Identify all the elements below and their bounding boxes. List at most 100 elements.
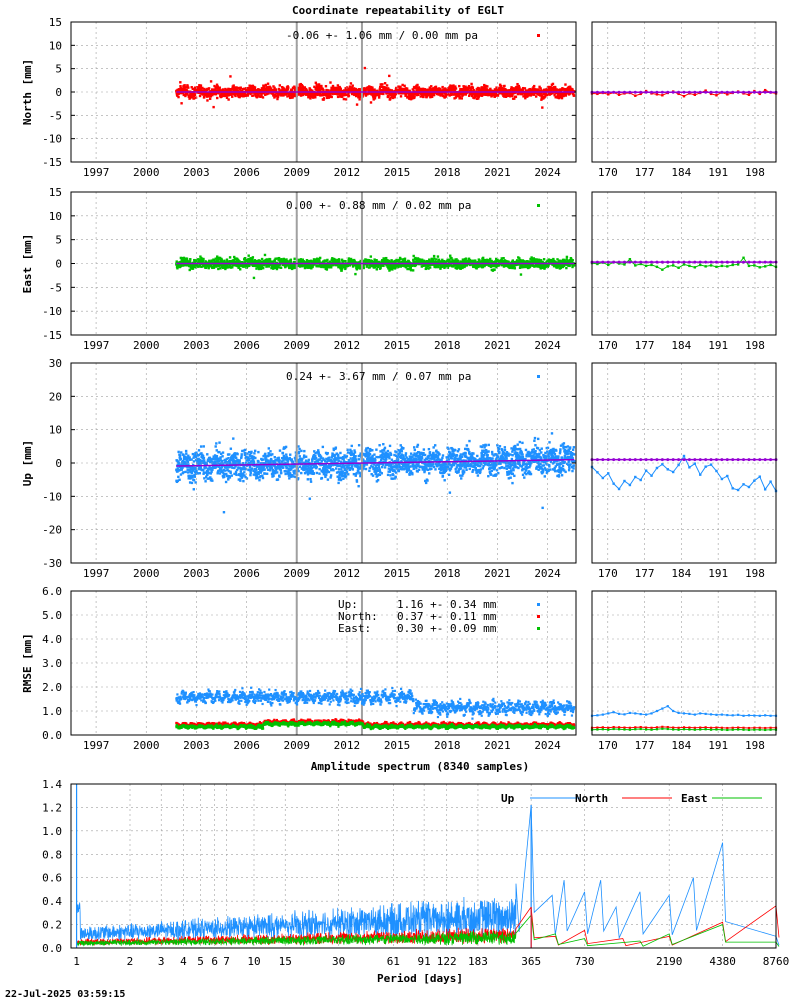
east-point xyxy=(449,264,452,267)
east-recent-fit-marker xyxy=(687,260,691,264)
east-point xyxy=(256,266,260,269)
east-point xyxy=(362,264,365,268)
north-point xyxy=(555,88,558,91)
north-point xyxy=(218,89,222,92)
east-point xyxy=(292,265,295,268)
east-point xyxy=(259,259,262,263)
north-point xyxy=(311,89,314,92)
north-recent-fit-marker xyxy=(709,90,713,94)
north-point xyxy=(413,95,416,98)
up-point xyxy=(191,474,194,478)
east-point xyxy=(528,265,532,268)
east-point xyxy=(530,256,533,259)
east-point xyxy=(281,263,285,267)
north-point xyxy=(476,86,480,90)
north-point xyxy=(367,87,371,90)
north-point xyxy=(213,84,216,88)
north-point xyxy=(184,86,187,89)
north-recent-fit-marker xyxy=(769,90,773,94)
east-point xyxy=(427,267,430,270)
up-point xyxy=(187,474,190,477)
east-point xyxy=(179,256,183,260)
east-point xyxy=(339,267,342,270)
north-point xyxy=(185,93,189,96)
east-point xyxy=(369,255,373,258)
east-recent-fit-marker xyxy=(677,260,681,264)
east-xtick-label: 2021 xyxy=(484,339,511,352)
east-point xyxy=(260,266,264,269)
north-point xyxy=(286,88,290,91)
east-point xyxy=(201,259,205,262)
up-point xyxy=(188,469,192,472)
north-recent-fit-marker xyxy=(682,90,686,94)
north-point xyxy=(305,89,309,92)
east-ylabel: East [mm] xyxy=(21,234,34,294)
east-point xyxy=(446,266,450,269)
east-recent-fit-marker xyxy=(714,260,718,264)
north-point xyxy=(321,87,324,91)
north-point xyxy=(198,94,202,98)
north-point xyxy=(419,95,422,98)
east-point xyxy=(528,263,532,266)
east-stats: 0.00 +- 0.88 mm / 0.02 mm pa xyxy=(286,199,471,212)
east-point xyxy=(560,260,564,263)
east-point xyxy=(484,263,487,267)
north-point xyxy=(300,93,303,97)
east-point xyxy=(390,259,393,262)
east-point xyxy=(479,260,483,264)
north-point xyxy=(364,94,368,97)
east-point xyxy=(280,258,283,261)
north-point xyxy=(313,85,316,89)
north-point xyxy=(357,94,360,97)
east-point xyxy=(265,263,268,266)
east-recent-point xyxy=(693,266,697,269)
east-point xyxy=(389,260,393,264)
east-point xyxy=(354,272,357,276)
east-point xyxy=(231,266,234,269)
north-recent-fit-marker xyxy=(622,90,626,94)
east-point xyxy=(559,259,562,263)
north-point xyxy=(484,87,487,91)
east-recent-fit-marker xyxy=(763,260,767,264)
up-point xyxy=(203,459,206,462)
up-point xyxy=(177,450,180,454)
east-xtick-label: 2009 xyxy=(283,339,310,352)
up-point xyxy=(222,468,225,472)
east-point xyxy=(435,258,438,261)
east-recent-point xyxy=(661,268,664,271)
north-point xyxy=(462,89,465,92)
east-point xyxy=(199,255,202,258)
east-point xyxy=(337,265,340,269)
up-point xyxy=(199,466,203,469)
north-point xyxy=(452,85,455,88)
east-point xyxy=(191,267,195,270)
east-point xyxy=(265,265,268,268)
north-point xyxy=(305,93,308,96)
east-point xyxy=(456,259,460,262)
up-point xyxy=(211,461,214,464)
north-recent-point xyxy=(758,92,761,96)
north-point xyxy=(407,93,411,96)
east-point xyxy=(433,257,436,260)
east-point xyxy=(461,258,465,261)
north-point xyxy=(337,88,340,91)
east-point xyxy=(433,265,436,269)
east-point xyxy=(437,258,441,261)
north-point xyxy=(477,97,480,100)
east-point xyxy=(447,263,450,266)
east-point xyxy=(557,264,560,268)
east-point xyxy=(556,266,559,269)
north-point xyxy=(457,91,461,95)
east-point xyxy=(176,267,179,270)
up-point xyxy=(210,470,213,474)
north-point xyxy=(553,93,556,97)
east-point xyxy=(328,260,332,263)
up-point xyxy=(209,472,212,475)
north-recent-fit-marker xyxy=(601,90,605,94)
east-point xyxy=(443,259,446,263)
east-point xyxy=(500,257,503,260)
north-point xyxy=(266,88,269,91)
up-point xyxy=(204,471,208,474)
east-point xyxy=(178,263,182,266)
east-ytick-label: -10 xyxy=(42,305,62,318)
